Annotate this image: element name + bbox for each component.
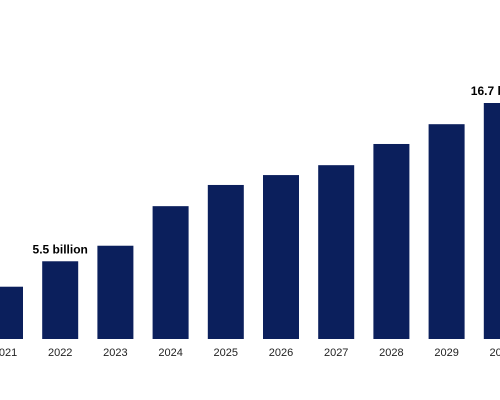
x-tick-label: 2025 xyxy=(214,347,238,359)
bar xyxy=(483,103,500,339)
x-tick-label: 2029 xyxy=(434,347,458,359)
x-tick-label: 2022 xyxy=(48,347,72,359)
x-tick-label: 2021 xyxy=(0,347,17,359)
bar xyxy=(152,206,189,339)
bar xyxy=(428,124,465,339)
bar xyxy=(318,165,355,339)
x-tick-label: 2028 xyxy=(379,347,403,359)
x-tick-label: 2030 xyxy=(490,347,500,359)
bar xyxy=(263,175,299,339)
value-label: 16.7 billion xyxy=(471,84,500,98)
bar xyxy=(97,245,134,339)
bar xyxy=(207,184,244,339)
x-tick-label: 2023 xyxy=(103,347,127,359)
bar xyxy=(373,143,410,339)
x-tick-label: 2024 xyxy=(158,347,182,359)
x-tick-label: 2026 xyxy=(269,347,293,359)
bar xyxy=(42,261,79,339)
bar xyxy=(0,286,23,339)
x-tick-label: 2027 xyxy=(324,347,348,359)
value-label: 5.5 billion xyxy=(33,242,88,256)
